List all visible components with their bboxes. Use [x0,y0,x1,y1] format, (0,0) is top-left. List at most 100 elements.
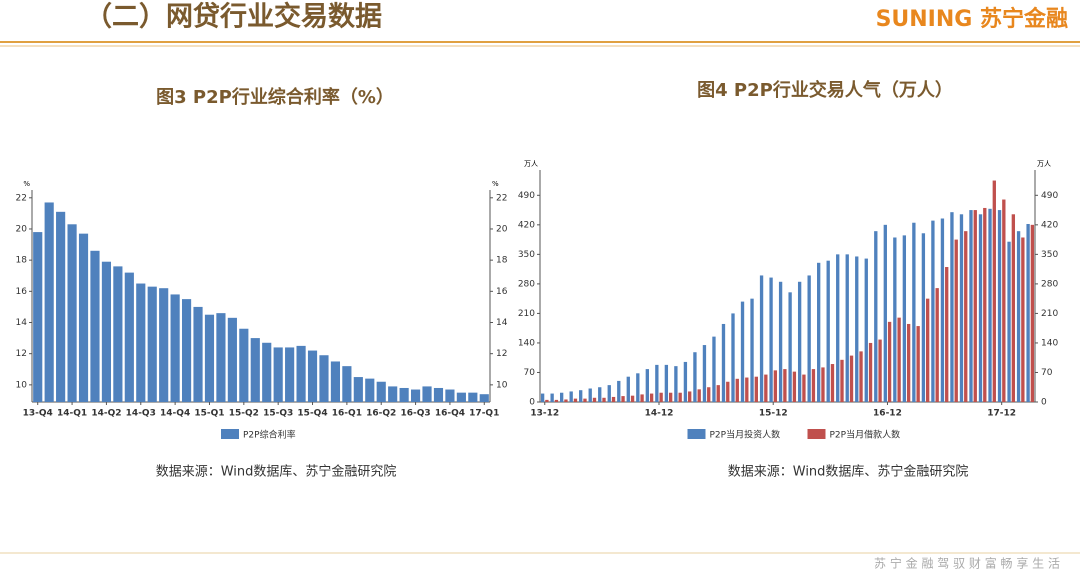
bar [626,376,630,402]
bar [410,389,421,402]
bar [569,391,573,402]
y-tick-label: 22 [16,193,27,203]
bar [674,366,678,402]
footer-slogan: 苏 宁 金 融 驾 驭 财 富 畅 享 生 活 [874,556,1060,571]
bar [376,381,386,402]
bar [830,364,835,402]
bar [1002,199,1006,402]
bar [78,233,89,402]
bar [893,237,897,402]
bar [1011,214,1016,402]
bar [216,313,226,402]
bar [250,338,260,402]
x-tick-label: 16-12 [873,409,902,419]
bar [969,210,973,402]
bar [588,388,592,402]
bar [598,387,602,402]
y-tick-label: 14 [16,318,28,328]
bar [988,208,992,402]
bar [973,210,977,402]
bar [554,399,559,402]
bar [912,222,916,402]
y-tick-label: 420 [1041,220,1058,230]
y-tick-label: 210 [518,309,535,319]
bar [353,377,363,402]
chart-title: 图4 P2P行业交易人气（万人） [697,79,953,101]
bar [645,369,649,402]
bar [636,373,640,402]
x-tick-label: 13-12 [530,409,559,419]
bar [479,394,489,402]
bar [878,339,882,402]
y-unit: 万人 [1037,160,1051,168]
bar [817,262,821,402]
page-title: （二）网贷行业交易数据 [85,1,382,33]
bar [545,399,549,402]
legend-swatch [687,429,706,439]
x-tick-label: 17-Q1 [469,409,499,419]
bar [273,347,283,402]
bar [792,371,797,402]
bar [750,298,754,402]
y-tick-label: 280 [1041,279,1058,289]
bar [978,214,983,402]
bar [902,235,907,402]
bar [797,281,802,402]
bar [540,393,545,402]
y-tick-label: 16 [16,287,28,297]
bar [90,250,100,402]
bar [550,393,554,402]
bar [67,224,77,402]
bar [826,260,830,402]
y-tick-label: 420 [518,220,535,230]
legend-label: P2P当月投资人数 [710,429,781,441]
x-tick-label: 15-Q3 [263,409,293,419]
bar [159,288,169,402]
y-tick-label: 140 [1041,338,1058,348]
x-tick-label: 16-Q3 [400,409,430,419]
bar [783,369,787,402]
y-tick-label: 16 [496,287,508,297]
bar [997,210,1002,402]
bar [573,398,578,402]
bar [954,239,958,402]
bar [735,378,739,402]
bar [227,317,237,402]
bar [564,399,568,402]
bar [683,361,688,402]
bar [468,392,478,402]
x-tick-label: 16-Q1 [332,409,362,419]
bar [740,301,745,402]
x-tick-label: 14-12 [645,409,674,419]
source-note: 数据来源：Wind数据库、苏宁金融研究院 [156,464,397,480]
bar [959,214,964,402]
y-tick-label: 0 [1041,398,1047,408]
x-tick-label: 14-Q2 [91,409,121,419]
bar [147,286,157,402]
bar [678,392,682,402]
legend-label: P2P综合利率 [243,429,296,441]
y-tick-label: 210 [1041,309,1058,319]
legend-swatch [221,429,239,439]
bar [778,281,783,402]
y-unit: % [23,180,30,188]
bar [802,374,806,402]
bar [712,336,716,402]
bar [716,385,720,402]
bar [855,256,859,402]
bar [726,381,730,402]
bar [583,398,587,402]
y-tick-label: 140 [518,338,535,348]
bar [1026,223,1030,402]
bar [617,380,621,402]
bar [611,396,616,402]
x-tick-label: 14-Q1 [57,409,87,419]
chart-title: 图3 P2P行业综合利率（%） [156,86,394,108]
bar [745,377,749,402]
logo: SUNING 苏宁金融 [876,6,1068,32]
bar [342,366,352,402]
bar [640,394,644,402]
bar [931,220,935,402]
bar [849,355,854,402]
y-tick-label: 490 [518,191,535,201]
